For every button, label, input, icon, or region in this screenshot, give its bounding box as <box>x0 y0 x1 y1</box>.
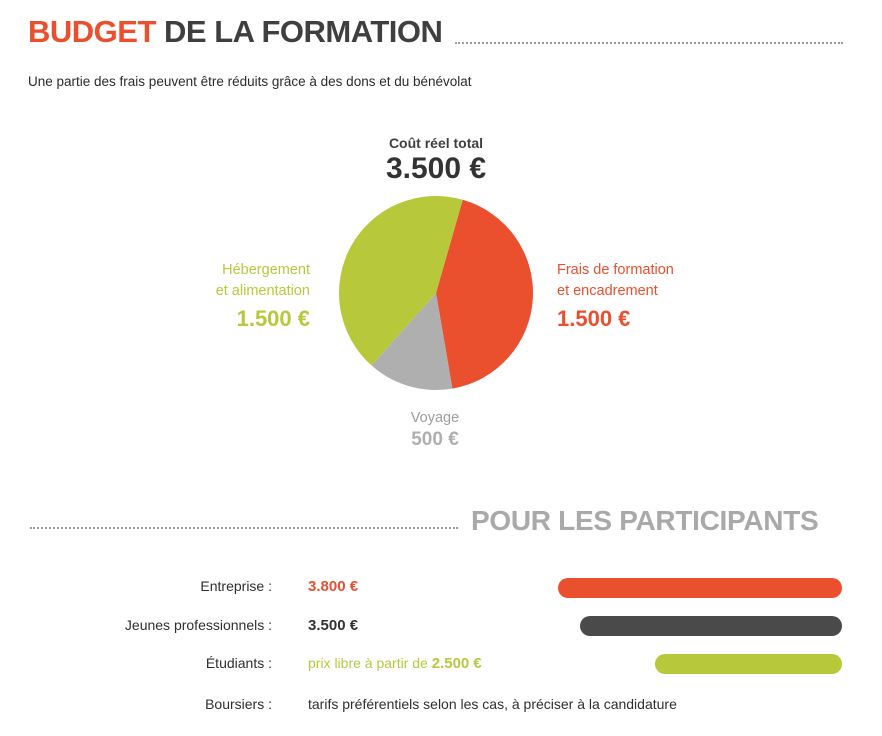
page-title: BUDGET DE LA FORMATION <box>28 14 443 50</box>
pie-slice-2 <box>338 195 463 366</box>
row-value-entreprise: 3.800 € <box>308 578 359 595</box>
etudiants-prefix: prix libre à partir de <box>308 655 432 671</box>
formation-label-line2: et encadrement <box>557 283 658 299</box>
pie-slice-0 <box>436 199 533 389</box>
etudiants-amount: 2.500 € <box>431 655 482 672</box>
row-label-boursiers: Boursiers : <box>205 696 272 712</box>
total-label: Coût réel total <box>388 135 484 151</box>
bar-etudiants <box>655 654 842 674</box>
hebergement-label-line2: et alimentation <box>215 283 310 299</box>
row-value-boursiers: tarifs préférentiels selon les cas, à pr… <box>308 696 677 712</box>
formation-value: 1.500 € <box>557 306 631 331</box>
voyage-value: 500 € <box>411 429 459 450</box>
row-label-entreprise: Entreprise : <box>200 578 272 594</box>
participants-heading: POUR LES PARTICIPANTS <box>471 505 819 536</box>
budget-pie-chart <box>338 195 533 391</box>
pie-slice-1 <box>371 293 453 391</box>
hebergement-value: 1.500 € <box>236 306 310 331</box>
voyage-label: Voyage <box>410 410 460 426</box>
hebergement-label-line1: Hébergement <box>222 262 310 278</box>
title-rest: DE LA FORMATION <box>164 14 443 49</box>
subtitle: Une partie des frais peuvent être réduit… <box>28 74 472 89</box>
bar-entreprise <box>558 578 842 598</box>
title-divider <box>455 42 843 44</box>
row-value-jeunes: 3.500 € <box>308 617 359 634</box>
row-label-etudiants: Étudiants : <box>205 655 272 671</box>
title-accent: BUDGET <box>28 14 156 49</box>
formation-label-line1: Frais de formation <box>557 262 674 278</box>
bar-jeunes <box>580 616 842 636</box>
row-value-etudiants: prix libre à partir de 2.500 € <box>308 655 482 672</box>
row-label-jeunes: Jeunes professionnels : <box>124 617 272 633</box>
participants-divider <box>30 527 458 529</box>
total-value: 3.500 € <box>385 152 487 185</box>
